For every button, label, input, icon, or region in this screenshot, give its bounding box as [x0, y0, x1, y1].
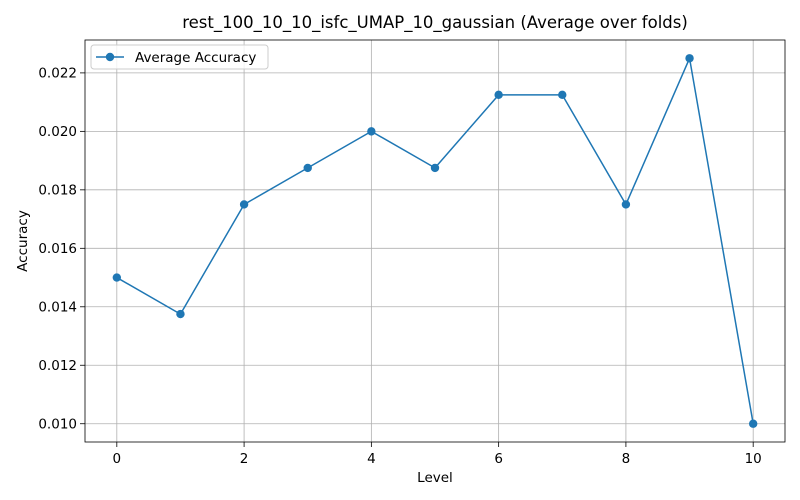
y-tick-label: 0.018	[38, 183, 77, 199]
x-tick-label: 0	[113, 451, 122, 467]
legend-box	[90, 44, 269, 70]
y-tick-label: 0.014	[38, 300, 77, 316]
y-tick-label: 0.010	[38, 417, 77, 433]
data-point	[303, 163, 312, 173]
data-point	[239, 200, 249, 209]
data-point	[685, 54, 694, 63]
legend: Average Accuracy	[90, 44, 269, 70]
x-tick-label: 8	[622, 451, 631, 467]
data-point	[558, 90, 567, 100]
x-axis-ticks: 0 2 4 6 8 10	[113, 442, 762, 467]
data-points	[112, 54, 758, 428]
legend-label: Average Accuracy	[135, 50, 256, 66]
y-axis-label: Accuracy	[15, 210, 31, 272]
data-point	[112, 273, 122, 282]
data-point	[430, 163, 440, 173]
x-tick-label: 10	[745, 451, 762, 467]
y-tick-label: 0.020	[38, 124, 77, 140]
legend-marker	[105, 52, 115, 62]
x-tick-label: 6	[494, 451, 503, 467]
x-tick-label: 2	[240, 451, 249, 467]
y-tick-label: 0.012	[38, 358, 77, 374]
y-axis-ticks: 0.010 0.012 0.014 0.016 0.018 0.020 0.022	[38, 66, 85, 433]
data-point	[176, 309, 185, 319]
data-point	[367, 127, 376, 136]
chart-title: rest_100_10_10_isfc_UMAP_10_gaussian (Av…	[182, 13, 688, 33]
data-point	[748, 419, 758, 428]
y-tick-label: 0.016	[38, 241, 77, 257]
y-tick-label: 0.022	[38, 66, 77, 82]
data-point	[494, 90, 503, 100]
x-axis-label: Level	[417, 470, 453, 486]
grid-lines	[85, 40, 785, 442]
x-tick-label: 4	[367, 451, 376, 467]
axes-frame	[84, 39, 786, 443]
data-point	[621, 200, 631, 209]
